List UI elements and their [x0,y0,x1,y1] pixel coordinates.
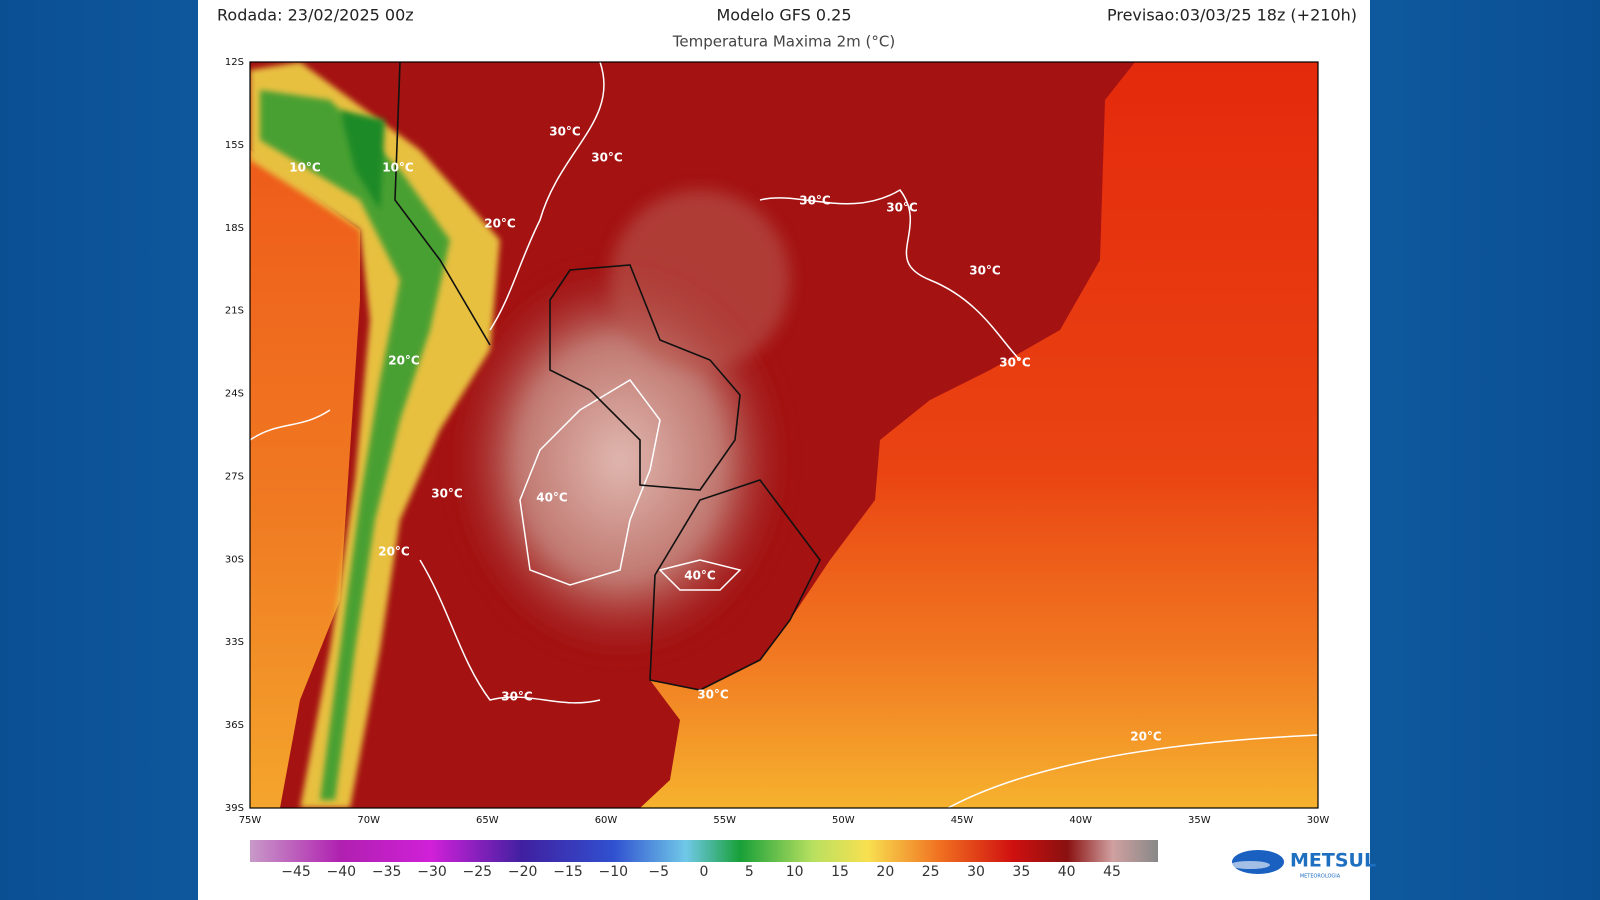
colorbar-label: 10 [786,864,804,880]
lat-tick-label: 30S [225,554,244,565]
contour-label: 40°C [536,491,568,505]
contour-label: 20°C [388,354,420,368]
logo: METSUL METEOROLOGIA [1230,850,1376,880]
border-uruguay [649,479,821,691]
colorbar-label: −35 [372,864,402,880]
lat-tick-label: 27S [225,471,244,482]
contour-label: 20°C [378,545,410,559]
colorbar-label: −30 [417,864,447,880]
lat-tick-label: 33S [225,637,244,648]
logo-swoosh [1230,861,1270,869]
colorbar-label: −45 [281,864,311,880]
lon-tick-label: 30W [1307,815,1330,826]
contour-20w [250,409,331,441]
run-label: Rodada: 23/02/2025 00z [217,6,414,25]
colorbar-label: −10 [599,864,629,880]
lon-tick-label: 70W [357,815,380,826]
lon-tick-label: 75W [239,815,262,826]
map-frame [249,61,1319,809]
contour-30a [489,62,605,331]
borders [394,62,821,691]
colorbar-label: 25 [922,864,940,880]
lon-tick-label: 50W [832,815,855,826]
contour-label: 10°C [289,161,321,175]
contour-30b [759,189,1021,361]
lon-tick-label: 40W [1069,815,1092,826]
colorbar-label: 30 [967,864,985,880]
contour-label: 30°C [501,690,533,704]
border-bolivia [394,62,491,346]
colorbar-label: 45 [1103,864,1121,880]
forecast-label: Previsao:03/03/25 18z (+210h) [1107,6,1357,25]
lon-tick-label: 45W [951,815,974,826]
colorbar-label: 15 [831,864,849,880]
andes-green [260,90,450,800]
contour-label: 20°C [484,217,516,231]
map [250,62,1318,808]
border-paraguay [549,264,741,491]
heat-north [610,190,790,370]
contour-label: 20°C [1130,730,1162,744]
contour-label: 10°C [382,161,414,175]
lon-tick-label: 60W [595,815,618,826]
contour-label: 30°C [999,356,1031,370]
colorbar-label: 5 [745,864,754,880]
lat-tick-label: 15S [225,140,244,151]
lat-tick-label: 12S [225,57,244,68]
lat-tick-label: 21S [225,306,244,317]
contour-label: 30°C [697,688,729,702]
lon-tick-label: 65W [476,815,499,826]
contours [250,62,1318,808]
contour-40b [658,559,742,591]
colorbar-label: −20 [508,864,538,880]
lon-tick-label: 35W [1188,815,1211,826]
model-label: Modelo GFS 0.25 [716,6,851,25]
contour-20 [947,734,1318,808]
lat-tick-label: 39S [225,803,244,814]
contour-label: 30°C [969,264,1001,278]
lat-tick-label: 18S [225,223,244,234]
lat-tick-label: 24S [225,389,244,400]
contour-label: 30°C [431,487,463,501]
contour-label: 30°C [591,151,623,165]
andes-dark-green [340,110,385,210]
colorbar-label: −40 [327,864,357,880]
map-subtitle: Temperatura Maxima 2m (°C) [672,33,895,51]
contour-label: 30°C [886,201,918,215]
contour-40 [519,379,661,586]
colorbar-label: 40 [1058,864,1076,880]
colorbar-label: 0 [700,864,709,880]
colorbar-label: −15 [553,864,583,880]
contour-label: 40°C [684,569,716,583]
lon-tick-label: 55W [713,815,736,826]
colorbar-label: −5 [648,864,669,880]
contour-30c [419,559,601,704]
colorbar-label: −25 [463,864,493,880]
logo-tagline: METEOROLOGIA [1300,874,1341,880]
contour-label: 30°C [549,125,581,139]
colorbar [250,840,1158,862]
lat-tick-label: 36S [225,720,244,731]
colorbar-label: 35 [1012,864,1030,880]
colorbar-label: 20 [876,864,894,880]
contour-label: 30°C [799,194,831,208]
logo-name: METSUL [1290,850,1376,872]
